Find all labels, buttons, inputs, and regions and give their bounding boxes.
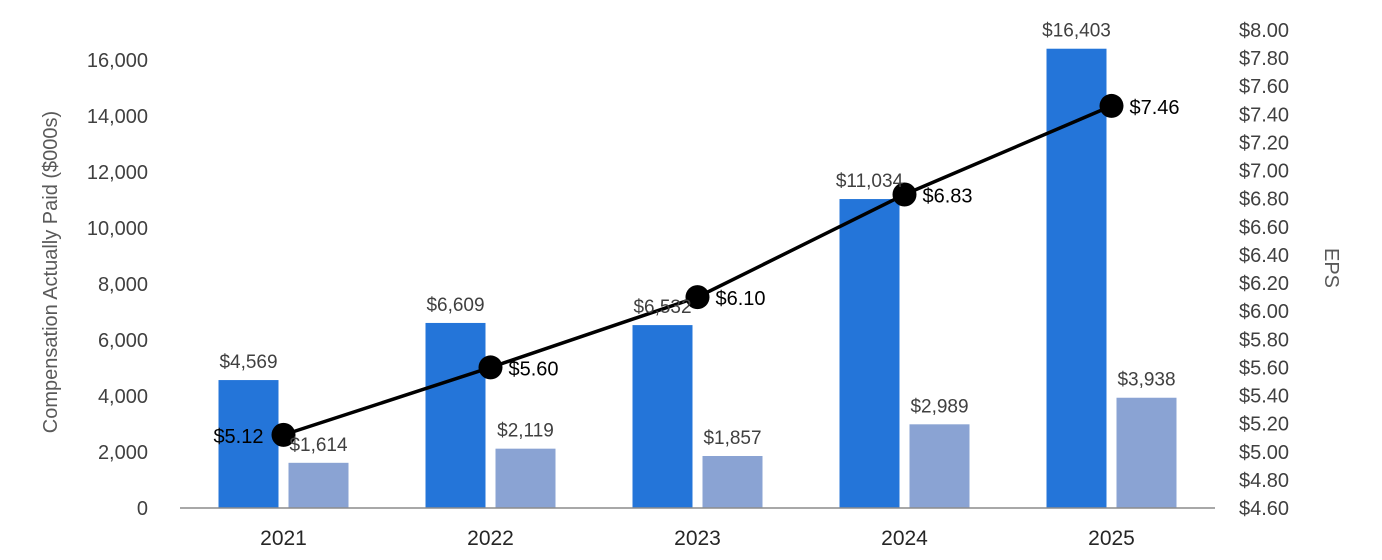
bar-label-series2: $1,614 <box>289 435 348 456</box>
right-tick-label: $6.60 <box>1239 217 1289 239</box>
x-tick-label: 2021 <box>260 527 307 550</box>
bar-series2-2023 <box>702 456 763 508</box>
x-axis: 2021 2022 2023 2024 2025 <box>180 507 1215 550</box>
eps-point-2022 <box>478 355 503 380</box>
bar-series1-2023 <box>632 325 693 508</box>
eps-point-2021 <box>271 422 296 447</box>
bar-label-series2: $2,989 <box>910 396 968 417</box>
right-axis-title: EPS <box>1320 248 1342 288</box>
bar-series-group <box>218 48 1177 508</box>
data-labels-group: $4,569 $1,614 $6,609 $2,119 $6,532 $1,857 $11,… <box>213 21 1179 456</box>
eps-label: $6.10 <box>716 288 766 310</box>
eps-label: $5.60 <box>509 358 559 380</box>
bar-label-series1: $4,569 <box>219 352 277 373</box>
bar-label-series2: $3,938 <box>1117 370 1175 391</box>
bar-series2-2024 <box>909 424 970 508</box>
x-tick-label: 2025 <box>1088 527 1135 550</box>
left-axis-title: Compensation Actually Paid ($000s) <box>40 111 62 433</box>
bar-series2-2021 <box>288 462 349 508</box>
bar-series2-2025 <box>1116 397 1177 508</box>
eps-point-2024 <box>892 182 917 207</box>
bar-label-series2: $2,119 <box>497 421 554 442</box>
right-tick-label: $6.20 <box>1239 273 1289 295</box>
eps-label: $7.46 <box>1130 97 1180 119</box>
right-tick-label: $5.40 <box>1239 386 1289 408</box>
bar-label-series2: $1,857 <box>703 428 761 449</box>
left-tick-label: 12,000 <box>87 162 148 184</box>
right-tick-label: $7.00 <box>1239 161 1289 183</box>
bar-label-series1: $6,609 <box>426 295 484 316</box>
x-tick-label: 2022 <box>467 527 514 550</box>
bar-label-series1: $11,034 <box>836 171 904 192</box>
bar-series2-2022 <box>495 448 556 508</box>
right-tick-label: $6.80 <box>1239 189 1289 211</box>
left-y-axis: 0 2,000 4,000 6,000 8,000 10,000 12,000 14,000 1… <box>87 50 148 520</box>
bar-label-series1: $16,403 <box>1042 21 1111 42</box>
left-tick-label: 0 <box>137 498 148 520</box>
left-tick-label: 10,000 <box>87 218 148 240</box>
bar-series1-2021 <box>218 380 279 508</box>
left-tick-label: 4,000 <box>98 386 148 408</box>
eps-label: $6.83 <box>923 185 973 207</box>
right-tick-label: $7.80 <box>1239 48 1289 70</box>
bar-series1-2024 <box>839 199 900 508</box>
left-tick-label: 8,000 <box>98 274 148 296</box>
right-tick-label: $6.40 <box>1239 245 1289 267</box>
left-tick-label: 14,000 <box>87 106 148 128</box>
right-tick-label: $8.00 <box>1239 20 1289 42</box>
right-tick-label: $7.20 <box>1239 132 1289 154</box>
bar-label-series1: $6,532 <box>633 297 691 318</box>
x-tick-label: 2023 <box>674 527 721 550</box>
right-tick-label: $4.60 <box>1239 498 1289 520</box>
right-tick-label: $5.20 <box>1239 414 1289 436</box>
right-tick-label: $6.00 <box>1239 301 1289 323</box>
left-tick-label: 2,000 <box>98 442 148 464</box>
eps-line <box>282 104 1113 437</box>
eps-point-2023 <box>685 285 710 310</box>
eps-line-group <box>271 93 1124 447</box>
eps-point-2025 <box>1099 93 1124 118</box>
left-tick-label: 16,000 <box>87 50 148 72</box>
right-tick-label: $7.40 <box>1239 104 1289 126</box>
bar-series1-2022 <box>425 322 486 508</box>
right-tick-label: $5.00 <box>1239 442 1289 464</box>
right-tick-label: $7.60 <box>1239 76 1289 98</box>
right-tick-label: $5.80 <box>1239 329 1289 351</box>
right-tick-label: $4.80 <box>1239 470 1289 492</box>
left-tick-label: 6,000 <box>98 330 148 352</box>
right-y-axis: $4.60 $4.80 $5.00 $5.20 $5.40 $5.60 $5.80 $6.00… <box>1239 20 1289 520</box>
bar-series1-2025 <box>1046 48 1107 508</box>
eps-label: $5.12 <box>213 426 263 448</box>
right-tick-label: $5.60 <box>1239 357 1289 379</box>
x-tick-label: 2024 <box>881 527 928 550</box>
